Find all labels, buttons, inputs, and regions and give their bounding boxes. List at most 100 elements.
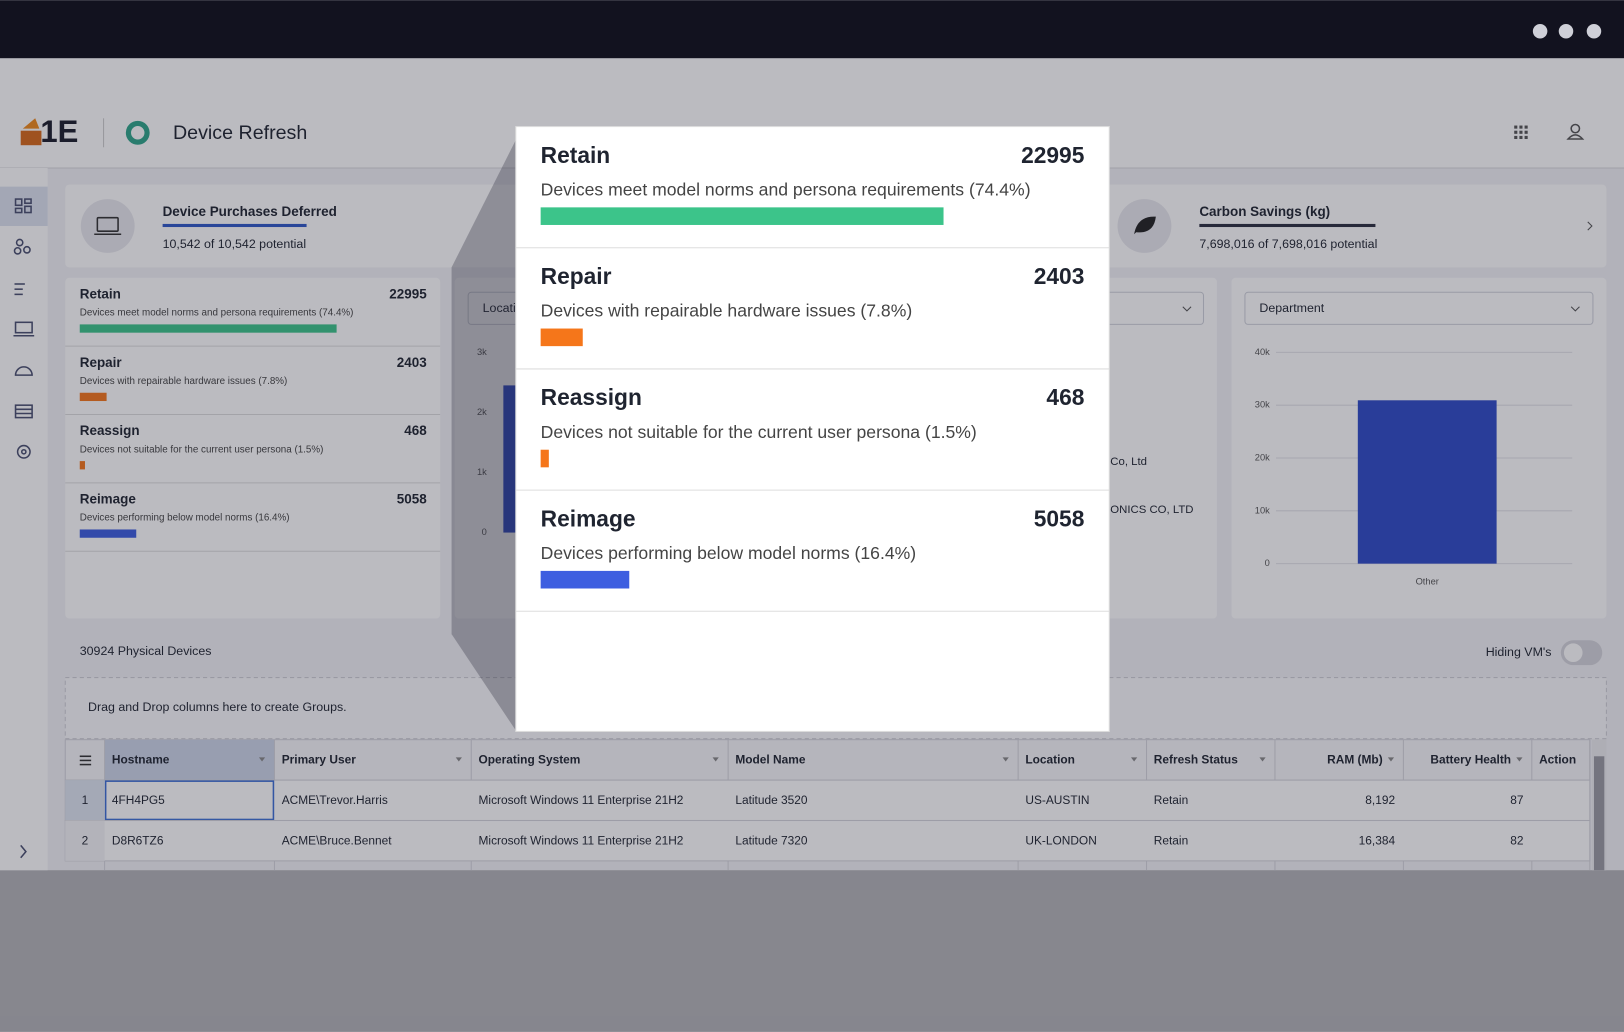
recommendation-description: Devices meet model norms and persona req…: [541, 179, 1031, 199]
recommendation-description: Devices with repairable hardware issues …: [541, 301, 913, 321]
chart-label: ONICS CO, LTD: [1110, 504, 1193, 516]
filter-icon[interactable]: [1259, 757, 1266, 762]
header-cell-active: [104, 739, 275, 781]
user-icon[interactable]: [1566, 123, 1585, 140]
kpi-title: Carbon Savings (kg): [1199, 204, 1330, 219]
table-cell: Microsoft Windows 11 Enterprise 21H2: [479, 793, 684, 807]
scrollbar-thumb[interactable]: [1593, 756, 1605, 871]
table-row: [64, 819, 1591, 862]
recommendation-count: 22995: [389, 286, 427, 301]
filter-icon[interactable]: [455, 757, 462, 762]
recommendation-count: 468: [1046, 384, 1084, 410]
kpi-subtitle: 7,698,016 of 7,698,016 potential: [1199, 237, 1377, 251]
device-count: 30924 Physical Devices: [80, 644, 212, 658]
app-title: Device Refresh: [173, 122, 307, 144]
filter-dropdown[interactable]: [1244, 291, 1594, 325]
column-header: Action: [1539, 753, 1576, 767]
recommendation-bar: [540, 570, 630, 589]
logo: 1E: [40, 114, 78, 149]
table-cell: 82: [1510, 833, 1524, 847]
table-cell: 4FH4PG5: [112, 793, 165, 807]
column-header: RAM (Mb): [1327, 753, 1383, 767]
kpi-progress: [162, 223, 307, 228]
filter-icon[interactable]: [1516, 757, 1523, 762]
row-index-cell: [65, 820, 105, 861]
y-tick-label: 40k: [1255, 347, 1270, 357]
recommendation-card: [65, 277, 441, 619]
table-cell: ACME\Trevor.Harris: [282, 793, 388, 807]
table-cell: D8R6TZ6: [112, 833, 164, 847]
chevron: [1182, 306, 1192, 312]
kpi-subtitle: 10,542 of 10,542 potential: [163, 237, 306, 251]
recommendation-name: Reimage: [541, 505, 636, 531]
bar: [1357, 400, 1497, 564]
chevron: [1570, 306, 1580, 312]
leaf-icon: [1134, 216, 1156, 235]
recommendation-name: Retain: [541, 142, 611, 168]
recommendation-count: 2403: [397, 355, 427, 370]
kpi-icon: [80, 199, 135, 253]
row-index: 2: [82, 833, 89, 847]
recommendation-name: Retain: [80, 286, 121, 301]
recommendation-description: Devices performing below model norms (16…: [541, 543, 916, 563]
toggle-knob: [1563, 643, 1583, 663]
y-tick-label: 1k: [477, 467, 487, 477]
recommendation-description: Devices not suitable for the current use…: [80, 444, 324, 455]
charts: 0 1k 2k 3k 0 10k 20k 30k 40k Other: [477, 347, 1573, 587]
recommendation-count: 5058: [397, 492, 427, 507]
y-tick-label: 10k: [1255, 505, 1270, 515]
recommendation-count: 5058: [1034, 505, 1085, 531]
recommendation-bar: [540, 449, 549, 468]
y-tick-label: 30k: [1255, 400, 1270, 410]
recommendation-description: Devices performing below model norms (16…: [80, 513, 290, 524]
table-cell: 87: [1510, 793, 1524, 807]
table-cell: 16,384: [1359, 833, 1396, 847]
table-cell: 8,192: [1365, 793, 1395, 807]
recommendation-name: Repair: [541, 263, 612, 289]
group-hint: Drag and Drop columns here to create Gro…: [88, 700, 347, 714]
device-table: Hostname Primary User Operating System Mode…: [64, 739, 1607, 871]
kpi-title: Device Purchases Deferred: [163, 204, 337, 219]
recommendation-count: 22995: [1021, 142, 1085, 168]
column-header: Model Name: [735, 753, 806, 767]
row-index-cell: [65, 780, 105, 821]
filter-icon[interactable]: [1002, 757, 1009, 762]
recommendation-count: 468: [404, 423, 427, 438]
recommendation-name: Reassign: [541, 384, 642, 410]
column-header: Location: [1025, 753, 1075, 767]
zoom-wedge: [451, 140, 516, 731]
recommendation-description: Devices with repairable hardware issues …: [80, 376, 288, 387]
recommendation-name: Reimage: [80, 492, 137, 507]
apps-icon[interactable]: [1514, 125, 1528, 139]
table-cell: Latitude 3520: [735, 793, 808, 807]
sidebar-icons[interactable]: [13, 198, 35, 859]
recommendation-bar: [79, 392, 107, 402]
recommendation-list-zoomed: Retain 22995 Devices meet model norms and …: [515, 142, 1110, 612]
logo-mark: [20, 130, 42, 146]
chevron[interactable]: [1587, 221, 1593, 231]
y-tick-label: 3k: [477, 347, 487, 357]
filter-icon[interactable]: [258, 757, 266, 762]
recommendation-bar: [79, 529, 137, 538]
app-icon: [125, 120, 150, 145]
recommendation-name: Reassign: [80, 423, 140, 438]
laptop-icon: [96, 216, 119, 232]
filter-label: Department: [1259, 301, 1324, 315]
filter-icon[interactable]: [1131, 757, 1138, 762]
table-cell: UK-LONDON: [1025, 833, 1096, 847]
recommendation-count: 2403: [1034, 263, 1085, 289]
recommendation-bar: [79, 461, 85, 470]
filter-icon[interactable]: [712, 757, 719, 762]
recommendation-description: Devices not suitable for the current use…: [541, 422, 977, 442]
y-tick-label: 2k: [477, 407, 487, 417]
recommendation-bar: [540, 207, 944, 225]
y-tick-label: 20k: [1255, 452, 1270, 462]
recommendation-bar: [79, 324, 337, 333]
sidebar: [0, 168, 48, 871]
column-header: Battery Health: [1430, 753, 1511, 767]
table-cell: Retain: [1154, 793, 1188, 807]
filter-icon[interactable]: [1387, 757, 1395, 762]
column-header: Refresh Status: [1154, 753, 1238, 767]
